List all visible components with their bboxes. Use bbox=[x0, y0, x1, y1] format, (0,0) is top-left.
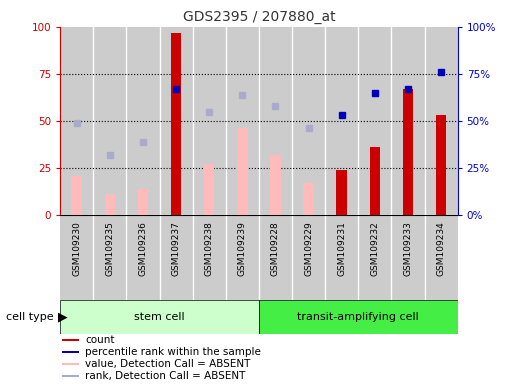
Bar bbox=[303, 183, 314, 215]
Bar bbox=[259, 300, 458, 334]
Bar bbox=[358, 215, 391, 300]
Bar bbox=[60, 215, 93, 300]
Text: GSM109235: GSM109235 bbox=[105, 221, 115, 276]
Bar bbox=[436, 115, 446, 215]
Text: GSM109228: GSM109228 bbox=[271, 221, 280, 276]
Text: GSM109234: GSM109234 bbox=[437, 221, 446, 276]
Bar bbox=[425, 215, 458, 300]
Bar bbox=[72, 175, 82, 215]
Text: cell type: cell type bbox=[6, 312, 58, 322]
Text: GSM109233: GSM109233 bbox=[403, 221, 413, 276]
Text: GSM109237: GSM109237 bbox=[172, 221, 180, 276]
Bar bbox=[391, 27, 425, 215]
Bar bbox=[204, 164, 214, 215]
Bar bbox=[127, 27, 160, 215]
Bar bbox=[403, 89, 413, 215]
Bar bbox=[226, 27, 259, 215]
Bar bbox=[62, 375, 79, 377]
Bar bbox=[292, 215, 325, 300]
Bar bbox=[62, 351, 79, 353]
Bar bbox=[325, 27, 358, 215]
Text: transit-amplifying cell: transit-amplifying cell bbox=[298, 312, 419, 322]
Bar bbox=[62, 339, 79, 341]
Bar bbox=[127, 215, 160, 300]
Text: GSM109230: GSM109230 bbox=[72, 221, 81, 276]
Text: stem cell: stem cell bbox=[134, 312, 185, 322]
Text: value, Detection Call = ABSENT: value, Detection Call = ABSENT bbox=[85, 359, 251, 369]
Text: GSM109229: GSM109229 bbox=[304, 221, 313, 276]
Bar bbox=[370, 147, 380, 215]
Bar bbox=[425, 27, 458, 215]
Bar bbox=[259, 215, 292, 300]
Text: percentile rank within the sample: percentile rank within the sample bbox=[85, 347, 261, 357]
Bar bbox=[60, 300, 259, 334]
Text: GSM109231: GSM109231 bbox=[337, 221, 346, 276]
Bar bbox=[138, 189, 148, 215]
Text: GSM109236: GSM109236 bbox=[139, 221, 147, 276]
Bar bbox=[62, 363, 79, 365]
Bar bbox=[160, 215, 192, 300]
Text: GSM109239: GSM109239 bbox=[238, 221, 247, 276]
Bar bbox=[192, 27, 226, 215]
Bar bbox=[93, 215, 127, 300]
Text: GSM109238: GSM109238 bbox=[204, 221, 214, 276]
Bar bbox=[226, 215, 259, 300]
Bar bbox=[237, 129, 247, 215]
Bar bbox=[105, 194, 115, 215]
Bar bbox=[60, 27, 93, 215]
Bar bbox=[160, 27, 192, 215]
Bar bbox=[270, 155, 281, 215]
Text: ▶: ▶ bbox=[58, 310, 67, 323]
Bar bbox=[93, 27, 127, 215]
Bar bbox=[391, 215, 425, 300]
Title: GDS2395 / 207880_at: GDS2395 / 207880_at bbox=[183, 10, 335, 25]
Text: count: count bbox=[85, 335, 115, 345]
Bar bbox=[171, 33, 181, 215]
Bar bbox=[259, 27, 292, 215]
Bar bbox=[358, 27, 391, 215]
Bar bbox=[292, 27, 325, 215]
Bar bbox=[192, 215, 226, 300]
Bar bbox=[325, 215, 358, 300]
Text: rank, Detection Call = ABSENT: rank, Detection Call = ABSENT bbox=[85, 371, 246, 381]
Text: GSM109232: GSM109232 bbox=[370, 221, 379, 276]
Bar bbox=[336, 170, 347, 215]
